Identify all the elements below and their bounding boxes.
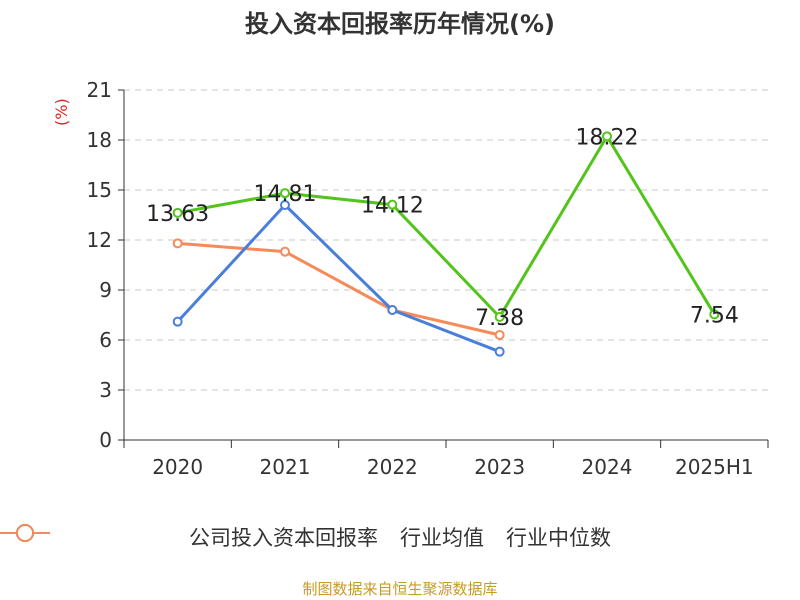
series-line-0 — [177, 134, 716, 319]
x-tick-label: 2024 — [582, 455, 633, 479]
data-point — [280, 246, 290, 257]
x-tick-label: 2025H1 — [675, 455, 754, 479]
y-tick-label: 12 — [87, 228, 112, 252]
series-line-2 — [177, 241, 501, 337]
data-label: 13.63 — [146, 202, 209, 227]
legend-item-industry-mean[interactable]: 行业均值 — [0, 522, 484, 552]
x-tick-label: 2021 — [260, 455, 311, 479]
legend-label: 行业均值 — [400, 526, 484, 550]
legend-label: 公司投入资本回报率 — [189, 526, 378, 550]
legend-marker-orange — [0, 524, 50, 542]
data-point — [280, 200, 290, 210]
y-tick-label: 9 — [99, 278, 112, 302]
data-point — [387, 199, 398, 210]
data-label: 7.38 — [475, 306, 524, 331]
y-tick-label: 3 — [99, 378, 112, 402]
y-tick-label: 6 — [99, 328, 112, 352]
data-point — [280, 188, 290, 199]
data-point — [387, 305, 398, 315]
y-tick-label: 21 — [87, 78, 112, 102]
legend: 公司投入资本回报率 行业均值 行业中位数 — [0, 522, 800, 552]
data-label: 14.12 — [361, 194, 424, 219]
y-tick-label: 18 — [87, 128, 112, 152]
data-point — [709, 309, 720, 320]
legend-item-industry-median[interactable]: 行业中位数 — [0, 522, 611, 552]
data-point — [494, 346, 505, 357]
chart-title: 投入资本回报率历年情况(%) — [245, 10, 555, 38]
data-point — [172, 207, 183, 218]
data-point — [494, 330, 505, 340]
legend-item-company-roic[interactable]: 公司投入资本回报率 — [0, 522, 378, 552]
data-point — [172, 238, 183, 249]
source-note: 制图数据来自恒生聚源数据库 — [302, 580, 498, 598]
data-label: 7.54 — [690, 303, 739, 328]
data-label: 18.22 — [576, 125, 639, 150]
series-line-1 — [176, 203, 501, 354]
x-tick-label: 2020 — [152, 455, 203, 479]
data-point — [494, 312, 505, 322]
data-point — [602, 131, 612, 142]
x-tick-label: 2022 — [367, 455, 418, 479]
x-tick-label: 2023 — [474, 455, 525, 479]
y-tick-label: 15 — [87, 178, 112, 202]
y-tick-label: 0 — [99, 428, 112, 452]
data-label: 14.81 — [254, 182, 317, 207]
data-point — [172, 316, 183, 327]
legend-label: 行业中位数 — [506, 526, 611, 550]
